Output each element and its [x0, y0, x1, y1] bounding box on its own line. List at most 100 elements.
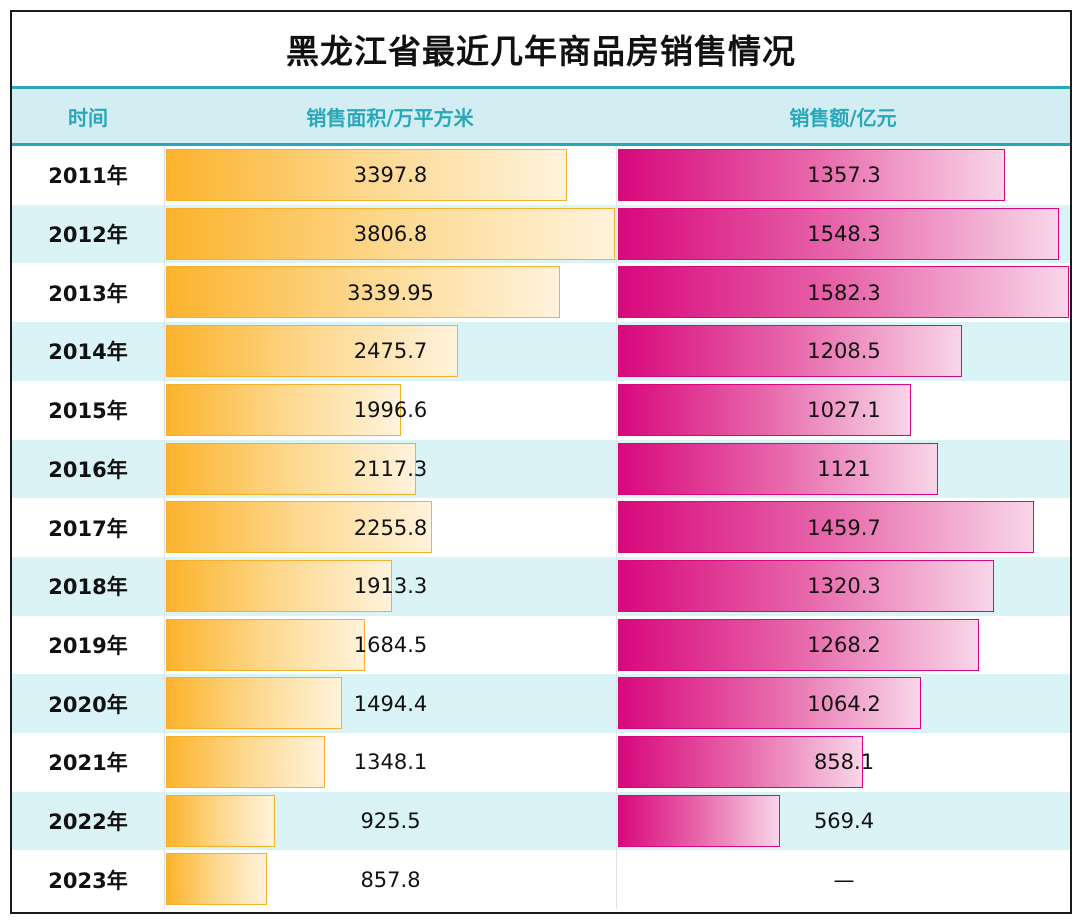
sales-cell: 1548.3: [616, 204, 1070, 264]
table-row: 2017年 2255.8 1459.7: [12, 498, 1070, 557]
sales-bar: [618, 501, 1035, 554]
sales-bar: [618, 383, 911, 436]
table-row: 2018年 1913.3 1320.3: [12, 556, 1070, 616]
area-cell: 1684.5: [164, 615, 616, 675]
year-label: 2019年: [48, 633, 128, 658]
table-header: 时间 销售面积/万平方米 销售额/亿元: [12, 86, 1070, 146]
area-value-label: 925.5: [360, 809, 421, 834]
area-value-label: 1996.6: [353, 398, 428, 423]
area-value-label: 1913.3: [353, 574, 428, 599]
sales-cell: 1459.7: [616, 498, 1070, 557]
sales-cell: —: [616, 850, 1070, 910]
area-bar: [166, 266, 560, 319]
area-bar: [166, 442, 416, 495]
sales-value-label: 1121: [817, 456, 871, 481]
sales-value-label: 1548.3: [807, 222, 881, 247]
sales-value-label: 569.4: [813, 809, 875, 834]
sales-value-label: 1459.7: [807, 515, 881, 540]
area-value-label: 3806.8: [353, 222, 428, 247]
area-value-label: 2255.8: [353, 515, 428, 540]
area-cell: 2255.8: [164, 498, 616, 557]
year-label: 2018年: [48, 575, 128, 600]
sales-cell: 1121: [616, 439, 1070, 499]
area-bar: [166, 794, 276, 847]
area-value-label: 1684.5: [353, 632, 428, 657]
year-label: 2014年: [48, 340, 128, 365]
area-cell: 3397.8: [164, 146, 616, 205]
area-value-label: 3339.95: [347, 280, 434, 305]
sales-value-label: 858.1: [813, 750, 875, 775]
header-sales: 销售额/亿元: [789, 105, 897, 130]
sales-value-label: 1268.2: [807, 632, 881, 657]
chart-table: 黑龙江省最近几年商品房销售情况 时间 销售面积/万平方米 销售额/亿元 2011…: [10, 10, 1072, 914]
table-row: 2022年 925.5 569.4: [12, 791, 1070, 851]
area-cell: 1913.3: [164, 556, 616, 616]
year-label: 2016年: [48, 457, 128, 482]
table-row: 2016年 2117.3 1121: [12, 439, 1070, 499]
area-value-label: 3397.8: [353, 163, 428, 188]
table-row: 2011年 3397.8 1357.3: [12, 146, 1070, 205]
area-bar: [166, 736, 325, 788]
sales-cell: 1357.3: [616, 146, 1070, 205]
sales-bar: [618, 736, 863, 788]
year-label: 2020年: [48, 692, 128, 717]
table-row: 2020年 1494.4 1064.2: [12, 674, 1070, 733]
area-cell: 3806.8: [164, 204, 616, 264]
table-row: 2015年 1996.6 1027.1: [12, 380, 1070, 440]
sales-value-label: 1208.5: [807, 339, 881, 364]
sales-bar: [618, 266, 1069, 319]
sales-bar: [618, 149, 1005, 201]
header-area: 销售面积/万平方米: [306, 105, 474, 130]
sales-bar: [618, 677, 922, 730]
year-label: 2022年: [48, 810, 128, 835]
year-label: 2023年: [48, 868, 128, 893]
year-label: 2011年: [48, 164, 128, 189]
sales-bar: [618, 618, 980, 671]
area-bar: [166, 149, 567, 201]
sales-bar: [618, 207, 1060, 260]
sales-cell: 1208.5: [616, 322, 1070, 381]
sales-value-label: 1320.3: [807, 574, 881, 599]
area-cell: 2117.3: [164, 439, 616, 499]
area-cell: 1348.1: [164, 733, 616, 792]
area-bar: [166, 559, 392, 612]
area-bar: [166, 325, 458, 378]
table-row: 2023年 857.8 —: [12, 850, 1070, 910]
year-label: 2012年: [48, 223, 128, 248]
area-value-label: 857.8: [360, 867, 421, 892]
year-label: 2013年: [48, 281, 128, 306]
year-label: 2021年: [48, 751, 128, 776]
sales-cell: 569.4: [616, 791, 1070, 851]
area-cell: 1494.4: [164, 674, 616, 733]
sales-bar: [618, 559, 995, 612]
sales-cell: 1027.1: [616, 380, 1070, 440]
sales-bar: [618, 442, 938, 495]
area-bar: [166, 207, 615, 260]
area-cell: 1996.6: [164, 380, 616, 440]
sales-cell: 1268.2: [616, 615, 1070, 675]
header-year: 时间: [68, 105, 108, 130]
sales-cell: 1582.3: [616, 263, 1070, 323]
table-row: 2013年 3339.95 1582.3: [12, 263, 1070, 323]
table-row: 2019年 1684.5 1268.2: [12, 615, 1070, 675]
year-label: 2017年: [48, 516, 128, 541]
table-row: 2021年 1348.1 858.1: [12, 733, 1070, 792]
sales-cell: 858.1: [616, 733, 1070, 792]
area-cell: 925.5: [164, 791, 616, 851]
table-row: 2012年 3806.8 1548.3: [12, 204, 1070, 264]
area-bar: [166, 853, 268, 906]
sales-cell: 1320.3: [616, 556, 1070, 616]
year-label: 2015年: [48, 399, 128, 424]
area-value-label: 2117.3: [353, 456, 428, 481]
area-cell: 2475.7: [164, 322, 616, 381]
area-bar: [166, 383, 402, 436]
area-value-label: 1494.4: [353, 691, 428, 716]
sales-value-label: 1064.2: [807, 691, 881, 716]
area-value-label: 2475.7: [353, 339, 428, 364]
area-cell: 857.8: [164, 850, 616, 910]
area-bar: [166, 677, 343, 730]
sales-value-label: 1357.3: [807, 163, 881, 188]
area-bar: [166, 618, 365, 671]
sales-cell: 1064.2: [616, 674, 1070, 733]
area-cell: 3339.95: [164, 263, 616, 323]
